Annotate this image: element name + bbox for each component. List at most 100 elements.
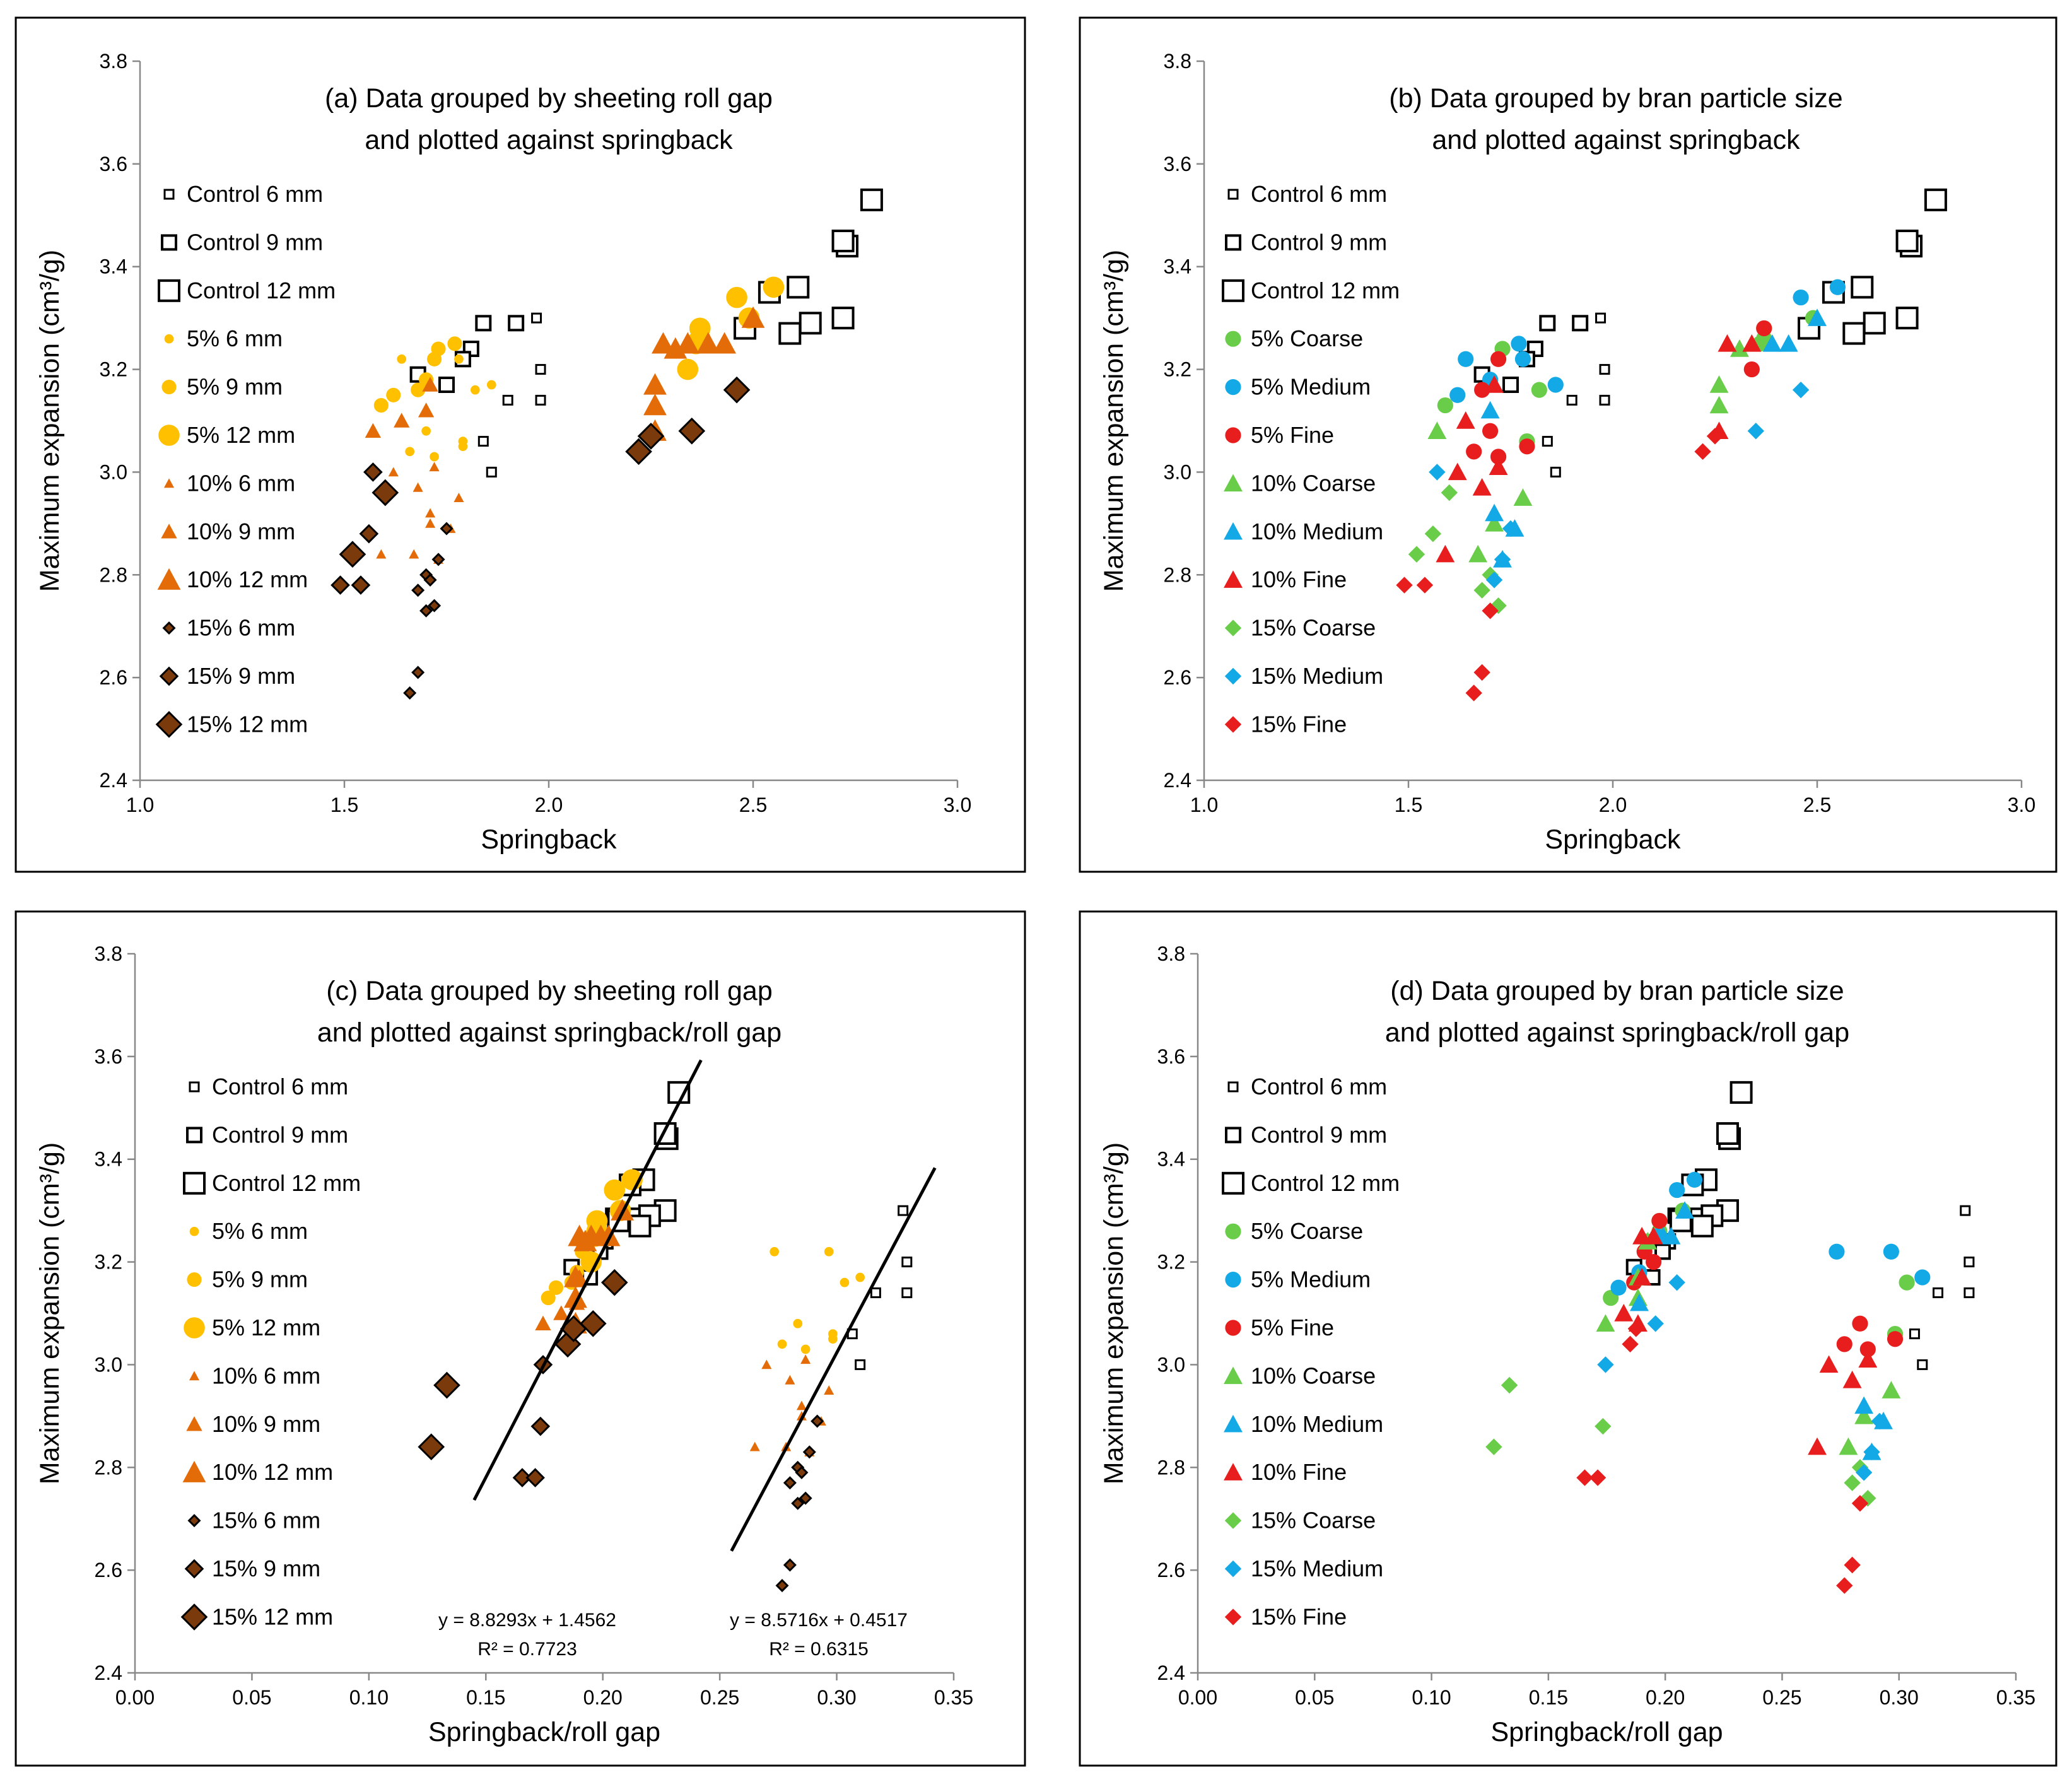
data-point [411, 665, 425, 679]
data-point [785, 1375, 795, 1385]
data-point [1485, 572, 1503, 589]
y-tick-label: 3.4 [95, 1148, 122, 1171]
y-tick-label: 3.8 [1157, 942, 1185, 965]
data-point [1829, 1243, 1845, 1260]
legend-label: 5% Medium [1251, 1267, 1371, 1293]
panel-title-line: and plotted against springback/roll gap [317, 1017, 781, 1048]
x-tick-label: 0.20 [1646, 1686, 1685, 1709]
data-point [777, 1339, 787, 1349]
legend-label: 15% 6 mm [187, 615, 295, 641]
data-point [421, 426, 431, 436]
data-point [901, 1287, 913, 1298]
data-point [419, 604, 433, 618]
y-tick-label: 3.0 [100, 460, 127, 483]
legend-marker [184, 1559, 204, 1579]
data-point [1808, 308, 1827, 326]
data-point [1424, 525, 1442, 542]
y-axis-title: Maximum expansion (cm³/g) [35, 1142, 65, 1484]
data-point [372, 479, 399, 507]
data-point [1589, 1469, 1607, 1486]
legend-label: 10% 9 mm [187, 519, 295, 544]
data-point [486, 466, 497, 478]
x-tick-label: 1.0 [1190, 794, 1218, 816]
data-point [431, 553, 445, 566]
legend-label: 15% Medium [1251, 1556, 1383, 1581]
y-tick-label: 2.4 [1164, 769, 1191, 792]
legend-marker [159, 666, 179, 686]
legend-marker [184, 1317, 205, 1339]
data-point [471, 385, 480, 395]
legend-marker [182, 1460, 206, 1482]
legend-label: 15% Medium [1251, 663, 1383, 689]
data-point [1449, 387, 1466, 403]
data-point [1550, 466, 1561, 478]
legend-marker [1227, 1081, 1239, 1093]
legend-label: 10% Coarse [1251, 1363, 1376, 1388]
x-axis-title: Springback [1545, 824, 1681, 855]
legend-label: 5% Fine [1251, 422, 1334, 448]
y-tick-label: 3.6 [95, 1045, 122, 1068]
data-point [1842, 1370, 1862, 1388]
data-point [831, 307, 855, 330]
data-point [1844, 1556, 1861, 1574]
data-point [447, 336, 462, 351]
data-point [418, 1433, 445, 1461]
data-point [1960, 1205, 1971, 1216]
legend-label: 5% 6 mm [212, 1218, 308, 1244]
x-tick-label: 0.25 [700, 1686, 739, 1709]
legend-marker [1224, 619, 1242, 636]
legend-label: Control 6 mm [212, 1074, 348, 1099]
data-point [1542, 436, 1553, 447]
data-point [870, 1287, 881, 1298]
data-point [1836, 1336, 1853, 1352]
data-point [373, 398, 389, 413]
legend-marker [1225, 234, 1241, 251]
data-point [604, 1179, 626, 1201]
x-tick-label: 2.5 [739, 794, 767, 816]
legend-label: 10% 6 mm [212, 1363, 320, 1388]
data-point [1473, 582, 1490, 599]
data-point [811, 1414, 824, 1428]
data-point [1932, 1287, 1943, 1298]
data-point [770, 1246, 780, 1257]
data-point [433, 1371, 460, 1399]
legend-marker [1225, 379, 1241, 396]
data-point [1756, 320, 1772, 337]
x-tick-label: 3.0 [2008, 794, 2035, 816]
data-point [1436, 544, 1455, 563]
data-point [1694, 443, 1711, 460]
legend-label: Control 9 mm [212, 1122, 348, 1147]
legend-label: 15% 12 mm [187, 711, 308, 737]
legend-marker [1225, 331, 1241, 347]
data-point [799, 1491, 812, 1505]
data-point [1909, 1328, 1920, 1340]
data-point [1408, 546, 1425, 563]
trendline-r2: R² = 0.7723 [477, 1639, 577, 1660]
data-point [787, 276, 810, 299]
data-point [530, 1416, 551, 1436]
legend-label: Control 6 mm [1251, 1074, 1387, 1099]
data-point [425, 518, 436, 528]
data-point [1441, 484, 1458, 501]
legend-label: 5% Medium [1251, 374, 1371, 400]
legend-marker [1222, 1171, 1244, 1195]
panel-d: 2.4 2.6 2.8 3.0 3.2 3.4 3.6 3.8 0.00 0.05 0.10 0.15… [1079, 910, 2057, 1767]
data-point [793, 1318, 803, 1328]
data-point [1836, 1577, 1853, 1594]
y-tick-label: 2.8 [1157, 1456, 1185, 1479]
data-point [1596, 1314, 1615, 1332]
data-point [486, 380, 496, 390]
data-point [749, 1441, 760, 1451]
data-point [1690, 1214, 1714, 1238]
data-point [1709, 396, 1729, 414]
legend-marker [1224, 1560, 1242, 1578]
legend-label: 10% Medium [1251, 1411, 1383, 1437]
legend-label: 15% 12 mm [212, 1603, 333, 1629]
data-point [1883, 1243, 1899, 1260]
legend-marker [189, 1081, 200, 1093]
data-point [1429, 464, 1446, 481]
x-tick-label: 0.05 [1295, 1686, 1334, 1709]
data-point [564, 1286, 587, 1308]
legend-marker [1225, 1320, 1241, 1336]
data-point [800, 1354, 811, 1364]
